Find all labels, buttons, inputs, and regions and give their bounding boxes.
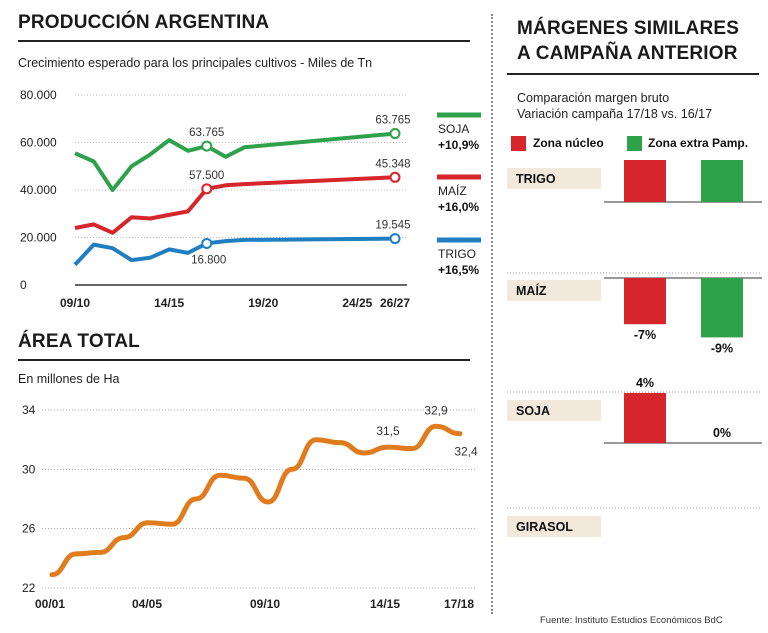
legend-change-soja: +10,9% <box>438 138 479 152</box>
crop-tag-soja <box>507 400 601 421</box>
crop-tag-label: MAÍZ <box>516 283 547 298</box>
area-y-ticks: 34 30 26 22 <box>22 403 36 595</box>
production-x-ticks: 09/10 14/15 19/20 24/25 26/27 <box>60 296 410 310</box>
production-title-rule <box>18 40 470 42</box>
area-subtitle: En millones de Ha <box>18 372 120 386</box>
production-point-marker <box>201 183 213 195</box>
bar-maíz-extra <box>701 160 743 202</box>
production-point-marker <box>389 128 401 140</box>
area-series-line <box>49 423 463 578</box>
column-divider <box>491 14 493 614</box>
legend-name-trigo: TRIGO <box>438 247 476 261</box>
area-y-tick: 34 <box>22 403 36 417</box>
area-x-tick: 00/01 <box>35 597 65 611</box>
legend-change-maíz: +16,0% <box>438 200 479 214</box>
production-chart: 80.000 60.000 40.000 20.000 0 09/10 14/15 19/2… <box>20 88 481 310</box>
bar-soja-extra <box>701 278 743 338</box>
area-y-tick: 30 <box>22 462 36 476</box>
production-series-lines <box>73 128 401 267</box>
area-x-tick: 04/05 <box>132 597 162 611</box>
crop-tag-label: SOJA <box>516 404 550 418</box>
production-y-ticks: 80.000 60.000 40.000 20.000 0 <box>20 88 57 292</box>
production-data-label: 57.500 <box>189 170 224 182</box>
production-data-label: 16.800 <box>191 254 226 266</box>
bar-maíz-nucleo <box>624 160 666 202</box>
area-y-tick: 22 <box>22 581 36 595</box>
legend-swatch-extra <box>627 136 642 151</box>
production-y-tick: 60.000 <box>20 136 57 150</box>
bar-value-label: 0% <box>713 426 731 440</box>
production-data-label: 19.545 <box>375 220 410 232</box>
production-y-tick: 20.000 <box>20 231 57 245</box>
area-data-label: 32,4 <box>454 445 478 459</box>
production-x-tick: 09/10 <box>60 296 90 310</box>
production-line-soja <box>74 131 396 192</box>
production-point-marker <box>201 237 213 249</box>
margins-title-rule <box>507 73 759 75</box>
area-data-label: 31,5 <box>376 424 400 438</box>
legend-name-maíz: MAÍZ <box>438 183 467 198</box>
area-y-tick: 26 <box>22 522 36 536</box>
production-title: PRODUCCIÓN ARGENTINA <box>18 12 270 33</box>
bar-value-label: -7% <box>634 328 656 342</box>
production-y-tick: 0 <box>20 278 27 292</box>
production-data-label: 45.348 <box>375 158 410 170</box>
production-x-tick: 26/27 <box>380 296 410 310</box>
production-x-tick: 19/20 <box>248 296 278 310</box>
production-data-label: 63.765 <box>189 127 224 139</box>
production-data-label: 63.765 <box>375 115 410 127</box>
legend-name-soja: SOJA <box>438 122 469 136</box>
crop-tag-label: TRIGO <box>516 172 556 186</box>
area-x-tick: 14/15 <box>370 597 400 611</box>
bar-value-label: 4% <box>636 376 654 390</box>
margins-bar-groups: TRIGO1,5%-0,7%MAÍZ2,1%2%SOJA-7%-9%GIRASO… <box>507 160 762 537</box>
area-x-tick: 17/18 <box>444 597 474 611</box>
area-grid <box>42 409 475 589</box>
crop-tag-trigo <box>507 168 601 189</box>
bar-soja-nucleo <box>624 278 666 325</box>
margins-title-line2: A CAMPAÑA ANTERIOR <box>517 43 738 64</box>
production-x-tick: 14/15 <box>154 296 184 310</box>
margins-subtitle-line2: Variación campaña 17/18 vs. 16/17 <box>517 107 713 121</box>
production-line-maíz <box>74 175 396 235</box>
crop-tag-girasol <box>507 516 601 537</box>
legend-swatch-nucleo <box>511 136 526 151</box>
area-line <box>49 423 463 578</box>
area-title-rule <box>18 359 470 361</box>
area-x-tick: 09/10 <box>250 597 280 611</box>
margins-bar-chart: TRIGO1,5%-0,7%MAÍZ2,1%2%SOJA-7%-9%GIRASO… <box>507 160 762 537</box>
source-note: Fuente: Instituto Estudios Económicos Bd… <box>540 615 723 626</box>
production-legend: SOJA +10,9% MAÍZ +16,0% TRIGO +16,5% <box>437 112 481 277</box>
legend-label-nucleo: Zona núcleo <box>533 136 604 150</box>
area-x-ticks: 00/01 04/05 09/10 14/15 17/18 <box>35 597 474 611</box>
area-data-label: 32,9 <box>424 403 448 417</box>
production-subtitle: Crecimiento esperado para los principale… <box>18 56 373 70</box>
production-point-marker <box>389 233 401 245</box>
production-y-tick: 80.000 <box>20 88 57 102</box>
crop-tag-maíz <box>507 280 601 301</box>
production-y-tick: 40.000 <box>20 183 57 197</box>
crop-tag-label: GIRASOL <box>516 520 573 534</box>
area-data-labels: 31,5 32,9 32,4 <box>376 403 478 458</box>
bar-value-label: -9% <box>711 341 733 355</box>
production-data-labels: 63.765 63.765 57.500 45.348 16.800 19.545 <box>189 115 410 267</box>
margins-subtitle-line1: Comparación margen bruto <box>517 91 670 105</box>
bar-girasol-nucleo <box>624 393 666 443</box>
legend-label-extra: Zona extra Pamp. <box>648 136 749 150</box>
legend-change-trigo: +16,5% <box>438 263 479 277</box>
production-x-tick: 24/25 <box>342 296 372 310</box>
production-point-marker <box>389 171 401 183</box>
production-point-marker <box>201 140 213 152</box>
margins-title-line1: MÁRGENES SIMILARES <box>517 18 740 39</box>
production-line-trigo <box>73 236 396 267</box>
area-title: ÁREA TOTAL <box>18 331 140 352</box>
